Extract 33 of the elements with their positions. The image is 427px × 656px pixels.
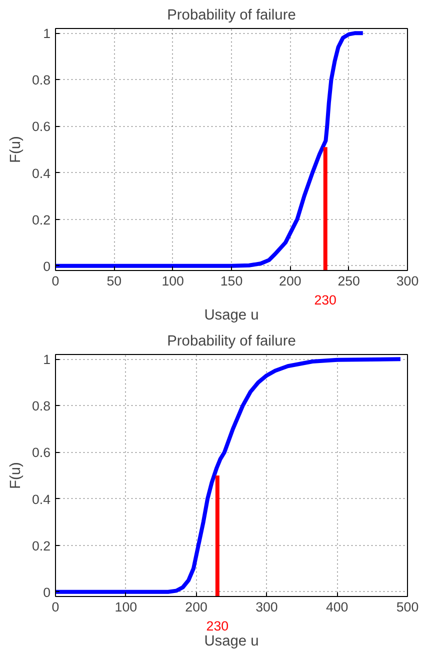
x-tick-label: 150 (220, 274, 243, 288)
x-tick-label: 300 (396, 274, 419, 288)
y-axis-title: F(u) (8, 136, 24, 163)
x-tick-label: 100 (162, 274, 184, 288)
annotation: 230 (314, 292, 336, 308)
x-tick-label: 200 (185, 600, 208, 614)
x-axis-title: Usage u (204, 308, 259, 324)
x-tick-label: 100 (114, 600, 138, 614)
x-tick-label: 250 (338, 274, 360, 288)
y-tick-label: 0.2 (32, 538, 51, 554)
chart-title: Probability of failure (167, 334, 296, 350)
x-tick-label: 400 (326, 600, 348, 614)
y-tick-label: 0.4 (32, 492, 52, 507)
x-tick-label: 200 (279, 274, 302, 288)
y-tick-label: 0 (43, 584, 51, 600)
x-tick-label: 50 (106, 274, 122, 288)
y-tick-label: 1 (43, 26, 51, 42)
x-axis-title: Usage u (204, 634, 259, 650)
chart-title: Probability of failure (167, 8, 296, 24)
y-tick-label: 0.6 (32, 119, 51, 134)
x-tick-label: 300 (256, 600, 278, 614)
y-axis-title: F(u) (8, 462, 24, 489)
y-tick-label: 1 (43, 352, 51, 368)
y-tick-label: 0.4 (32, 166, 52, 181)
x-tick-label: 500 (396, 600, 419, 614)
y-tick-label: 0.6 (32, 445, 51, 460)
line-series (56, 31, 365, 268)
y-tick-label: 0 (43, 258, 51, 274)
y-tick-label: 0.2 (32, 212, 51, 228)
line-series (56, 357, 402, 594)
y-tick-label: 0.8 (32, 398, 51, 414)
annotation: 230 (206, 618, 229, 634)
y-tick-label: 0.8 (32, 72, 51, 88)
